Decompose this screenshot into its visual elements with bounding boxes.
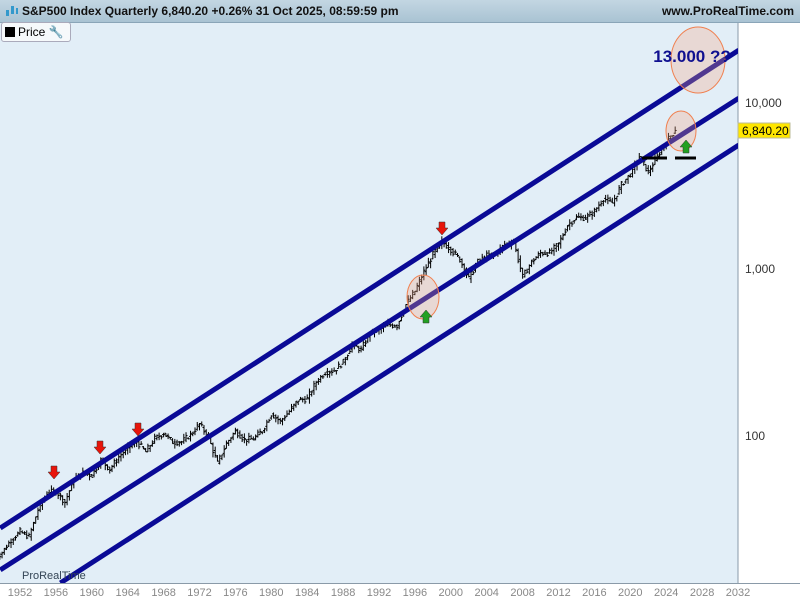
channel-line-0 (0, 47, 738, 531)
x-tick-label: 1952 (8, 587, 32, 599)
down-arrow-icon (131, 422, 145, 437)
channel-line-2 (59, 142, 738, 583)
x-tick-label: 1964 (115, 587, 139, 599)
down-arrow-icon (93, 440, 107, 455)
x-tick-label: 2020 (618, 587, 642, 599)
last-price-label: 6,840.20 (742, 124, 789, 138)
annotation-text: 13.000 ?? (653, 47, 731, 66)
x-tick-label: 1980 (259, 587, 283, 599)
x-tick-label: 1956 (44, 587, 68, 599)
x-tick-label: 1992 (367, 587, 391, 599)
x-tick-label: 1988 (331, 587, 355, 599)
highlight-ellipse (670, 26, 726, 94)
x-tick-label: 1960 (80, 587, 104, 599)
x-tick-label: 2032 (726, 587, 750, 599)
y-tick-label: 100 (745, 429, 765, 443)
x-tick-label: 2004 (474, 587, 498, 599)
down-arrow-icon (47, 465, 61, 480)
title-bar: S&P500 Index Quarterly 6,840.20 +0.26% 3… (0, 0, 800, 23)
legend-label: Price (18, 25, 46, 39)
up-arrow-icon (419, 309, 433, 324)
x-tick-label: 1968 (151, 587, 175, 599)
x-tick-label: 2012 (546, 587, 570, 599)
channel-line-1 (0, 96, 738, 572)
chart-title: S&P500 Index Quarterly 6,840.20 +0.26% 3… (22, 4, 399, 18)
price-legend-button[interactable]: Price 🔧 (1, 22, 71, 42)
x-tick-label: 2000 (439, 587, 463, 599)
x-tick-label: 2008 (510, 587, 534, 599)
price-swatch (5, 27, 15, 37)
last-price-tag (737, 122, 791, 139)
watermark: ProRealTime (22, 570, 86, 582)
x-tick-label: 2024 (654, 587, 678, 599)
x-tick-label: 1972 (187, 587, 211, 599)
y-tick-label: 1,000 (745, 262, 775, 276)
up-arrow-icon (679, 139, 693, 154)
x-tick-label: 2028 (690, 587, 714, 599)
down-arrow-icon (435, 221, 449, 236)
x-tick-label: 1996 (403, 587, 427, 599)
x-tick-label: 1976 (223, 587, 247, 599)
x-tick-label: 2016 (582, 587, 606, 599)
wrench-icon[interactable]: 🔧 (48, 25, 64, 39)
plot-group: 13.000 ?? ProRealTime (0, 26, 738, 583)
highlight-ellipse (406, 274, 440, 320)
y-tick-label: 10,000 (745, 96, 782, 110)
x-tick-label: 1984 (295, 587, 319, 599)
candlestick-icon (6, 6, 18, 16)
highlight-ellipse (665, 110, 697, 152)
site-link[interactable]: www.ProRealTime.com (661, 4, 794, 18)
